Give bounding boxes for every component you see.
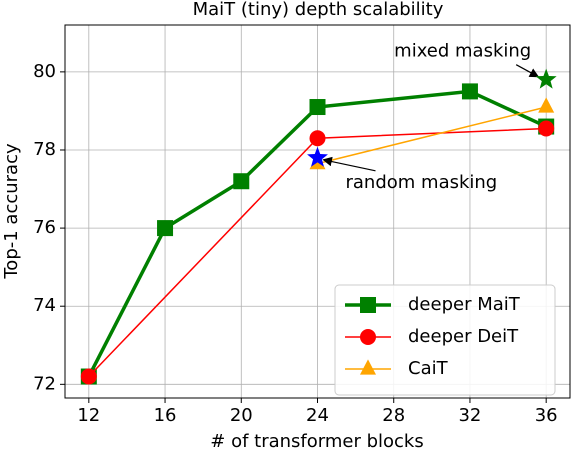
x-tick-label: 32 [458, 405, 481, 426]
plot-frame [64, 24, 571, 399]
marker [80, 368, 97, 385]
x-tick-label: 20 [230, 405, 253, 426]
y-tick-label: 80 [33, 61, 56, 82]
y-tick-label: 76 [33, 217, 56, 238]
annotation-star [307, 146, 328, 167]
y-tick-label: 74 [33, 295, 56, 316]
y-tick-label: 72 [33, 373, 56, 394]
legend-label: deeper DeiT [408, 326, 519, 347]
legend-label: deeper MaiT [408, 294, 521, 315]
series-line [317, 106, 547, 165]
annotation-arrow [322, 156, 376, 172]
x-tick-label: 16 [154, 405, 177, 426]
x-tick-label: 36 [535, 405, 558, 426]
annotation-arrow [515, 64, 540, 78]
legend-marker [360, 359, 376, 375]
marker [538, 120, 555, 137]
x-axis-label: # of transformer blocks [210, 431, 423, 452]
legend-box [334, 284, 556, 396]
marker [157, 220, 174, 237]
y-axis-label: Top-1 accuracy [1, 143, 22, 280]
x-tick-label: 28 [382, 405, 405, 426]
legend-marker [360, 297, 376, 313]
annotation-text: random masking [346, 172, 498, 193]
annotation-star [535, 68, 557, 89]
legend-label: CaiT [408, 358, 449, 379]
marker [233, 173, 250, 190]
marker [309, 130, 326, 147]
y-tick-label: 78 [33, 139, 56, 160]
x-tick-label: 12 [77, 405, 100, 426]
marker [309, 99, 326, 116]
series-line [87, 89, 547, 378]
marker [538, 97, 555, 113]
legend-marker [360, 329, 376, 345]
chart-title: MaiT (tiny) depth scalability [193, 0, 444, 20]
annotation-text: mixed masking [394, 41, 531, 62]
marker [461, 83, 478, 100]
x-tick-label: 24 [306, 405, 329, 426]
